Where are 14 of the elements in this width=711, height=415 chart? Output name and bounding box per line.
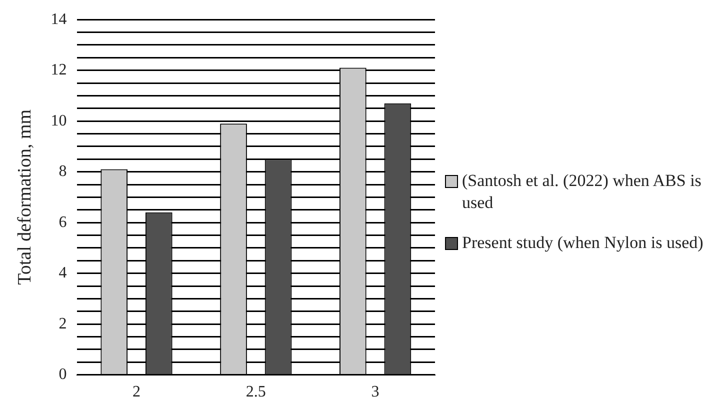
y-axis-title: Total deformation, mm [14, 109, 36, 285]
y-tick-label: 8 [58, 163, 67, 180]
y-tick-label: 10 [50, 112, 67, 130]
y-tick-label: 2 [58, 315, 67, 332]
y-tick-label: 0 [58, 366, 67, 384]
y-tick-label: 12 [50, 62, 67, 79]
x-tick-label: 2 [132, 384, 140, 401]
legend-label: Present study (when Nylon is used) [462, 232, 704, 254]
y-tick-label: 4 [58, 264, 67, 282]
y-tick-label: 14 [50, 10, 67, 28]
legend-label: (Santosh et al. (2022) when ABS is used [462, 170, 702, 214]
y-tick-label: 6 [58, 214, 67, 231]
x-tick-label: 3 [371, 384, 380, 401]
x-tick-label: 2.5 [246, 384, 266, 401]
